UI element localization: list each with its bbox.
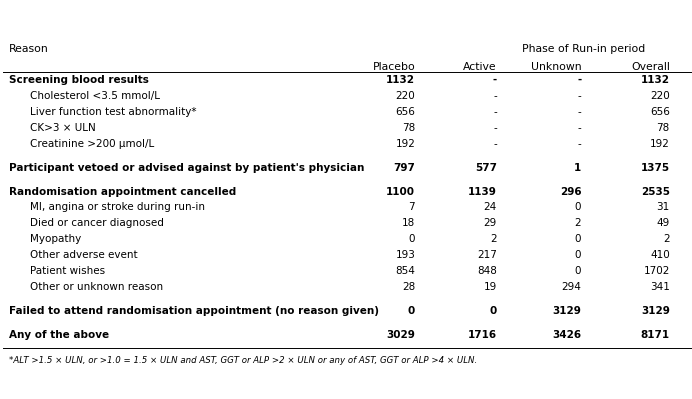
Text: 1132: 1132 bbox=[641, 75, 670, 85]
Text: 1: 1 bbox=[574, 162, 581, 173]
Text: 192: 192 bbox=[650, 138, 670, 149]
Text: 1139: 1139 bbox=[468, 186, 497, 197]
Text: Participant vetoed or advised against by patient's physician: Participant vetoed or advised against by… bbox=[9, 162, 365, 173]
Text: -: - bbox=[578, 107, 581, 117]
Text: 192: 192 bbox=[395, 138, 415, 149]
Text: Failed to attend randomisation appointment (no reason given): Failed to attend randomisation appointme… bbox=[9, 306, 379, 316]
Text: MI, angina or stroke during run-in: MI, angina or stroke during run-in bbox=[30, 202, 205, 213]
Text: Reason: Reason bbox=[9, 44, 48, 55]
Text: 19: 19 bbox=[484, 282, 497, 292]
Text: 0: 0 bbox=[575, 250, 581, 261]
Text: 854: 854 bbox=[395, 266, 415, 277]
Text: -: - bbox=[493, 91, 497, 101]
Text: Screening blood results: Screening blood results bbox=[9, 75, 149, 85]
Text: 1702: 1702 bbox=[644, 266, 670, 277]
Text: 2535: 2535 bbox=[641, 186, 670, 197]
Text: CK>3 × ULN: CK>3 × ULN bbox=[30, 122, 95, 133]
Text: 3129: 3129 bbox=[552, 306, 581, 316]
Text: 31: 31 bbox=[657, 202, 670, 213]
Text: 193: 193 bbox=[395, 250, 415, 261]
Text: 656: 656 bbox=[650, 107, 670, 117]
Text: 29: 29 bbox=[484, 218, 497, 229]
Text: Liver function test abnormality*: Liver function test abnormality* bbox=[30, 107, 197, 117]
Text: 2: 2 bbox=[574, 218, 581, 229]
Text: 1716: 1716 bbox=[468, 330, 497, 340]
Text: 18: 18 bbox=[402, 218, 415, 229]
Text: 577: 577 bbox=[475, 162, 497, 173]
Text: Placebo: Placebo bbox=[372, 62, 415, 72]
Text: 0: 0 bbox=[409, 234, 415, 245]
Text: Overall: Overall bbox=[631, 62, 670, 72]
Text: 341: 341 bbox=[650, 282, 670, 292]
Text: 24: 24 bbox=[484, 202, 497, 213]
Text: Medscape: Medscape bbox=[7, 10, 98, 25]
Text: 0: 0 bbox=[490, 306, 497, 316]
Text: Other or unknown reason: Other or unknown reason bbox=[30, 282, 163, 292]
Text: Randomisation appointment cancelled: Randomisation appointment cancelled bbox=[9, 186, 236, 197]
Text: 656: 656 bbox=[395, 107, 415, 117]
Text: 0: 0 bbox=[575, 202, 581, 213]
Text: 28: 28 bbox=[402, 282, 415, 292]
Text: 7: 7 bbox=[408, 202, 415, 213]
Text: -: - bbox=[578, 91, 581, 101]
Text: 1100: 1100 bbox=[386, 186, 415, 197]
Text: Unknown: Unknown bbox=[531, 62, 581, 72]
Text: 8171: 8171 bbox=[641, 330, 670, 340]
Text: 0: 0 bbox=[575, 234, 581, 245]
Text: -: - bbox=[577, 75, 581, 85]
Text: 220: 220 bbox=[395, 91, 415, 101]
Text: 0: 0 bbox=[408, 306, 415, 316]
Text: -: - bbox=[493, 75, 497, 85]
Text: Source: BMC Clinical Pharmacology © 1999-2009 BioMed Central Ltd: Source: BMC Clinical Pharmacology © 1999… bbox=[352, 381, 680, 391]
Text: *ALT >1.5 × ULN, or >1.0 = 1.5 × ULN and AST, GGT or ALP >2 × ULN or any of AST,: *ALT >1.5 × ULN, or >1.0 = 1.5 × ULN and… bbox=[9, 356, 477, 365]
Text: 2: 2 bbox=[663, 234, 670, 245]
Text: Patient wishes: Patient wishes bbox=[30, 266, 105, 277]
Text: 1375: 1375 bbox=[641, 162, 670, 173]
Text: 3129: 3129 bbox=[641, 306, 670, 316]
Text: 78: 78 bbox=[402, 122, 415, 133]
Text: Died or cancer diagnosed: Died or cancer diagnosed bbox=[30, 218, 163, 229]
Text: Active: Active bbox=[463, 62, 497, 72]
Text: -: - bbox=[493, 138, 497, 149]
Text: 3426: 3426 bbox=[552, 330, 581, 340]
Text: 294: 294 bbox=[561, 282, 581, 292]
Text: 217: 217 bbox=[477, 250, 497, 261]
Text: 78: 78 bbox=[657, 122, 670, 133]
Text: Any of the above: Any of the above bbox=[9, 330, 109, 340]
Text: -: - bbox=[493, 107, 497, 117]
Text: 848: 848 bbox=[477, 266, 497, 277]
Text: Other adverse event: Other adverse event bbox=[30, 250, 138, 261]
Text: 220: 220 bbox=[650, 91, 670, 101]
Text: Cholesterol <3.5 mmol/L: Cholesterol <3.5 mmol/L bbox=[30, 91, 160, 101]
Text: -: - bbox=[578, 122, 581, 133]
Text: -: - bbox=[493, 122, 497, 133]
Text: Phase of Run-in period: Phase of Run-in period bbox=[522, 44, 645, 55]
Text: Myopathy: Myopathy bbox=[30, 234, 81, 245]
Text: 1132: 1132 bbox=[386, 75, 415, 85]
Text: 797: 797 bbox=[393, 162, 415, 173]
Text: 49: 49 bbox=[657, 218, 670, 229]
Text: Creatinine >200 μmol/L: Creatinine >200 μmol/L bbox=[30, 138, 154, 149]
Text: 296: 296 bbox=[560, 186, 581, 197]
Text: 3029: 3029 bbox=[386, 330, 415, 340]
Text: -: - bbox=[578, 138, 581, 149]
Text: 0: 0 bbox=[575, 266, 581, 277]
Text: 410: 410 bbox=[650, 250, 670, 261]
Text: 2: 2 bbox=[490, 234, 497, 245]
